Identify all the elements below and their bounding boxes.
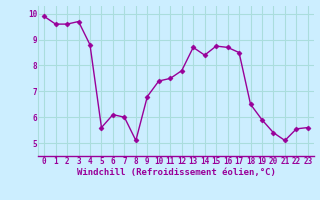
X-axis label: Windchill (Refroidissement éolien,°C): Windchill (Refroidissement éolien,°C) [76,168,276,177]
